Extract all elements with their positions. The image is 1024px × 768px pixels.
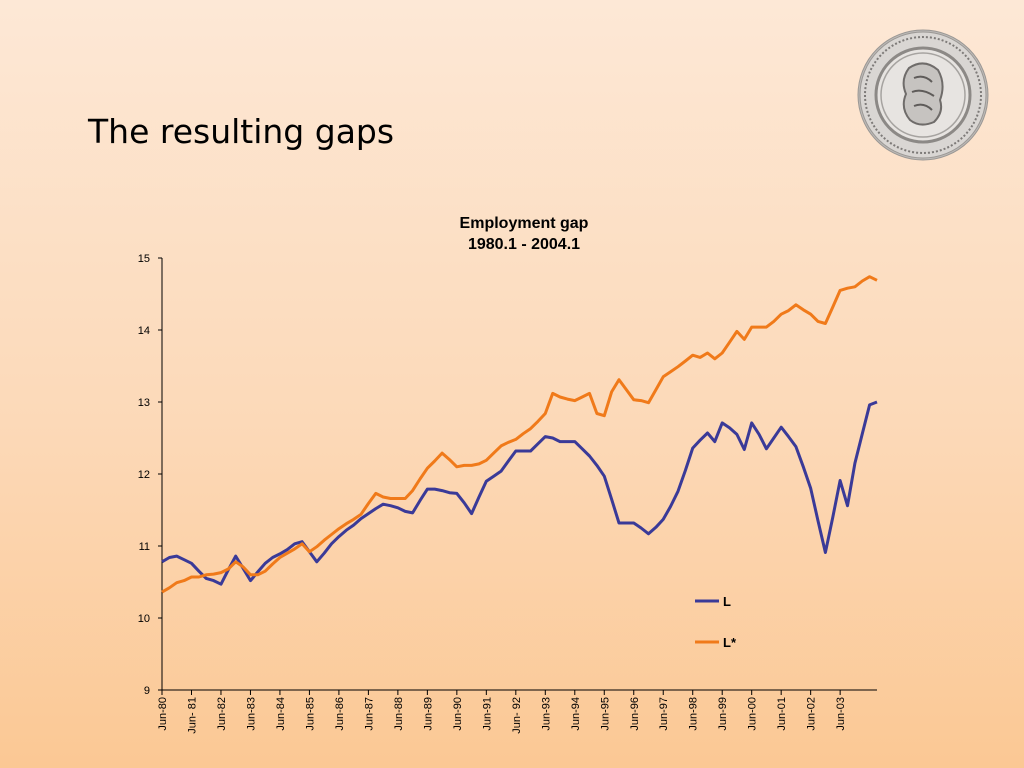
x-tick-label: Jun-85 (304, 697, 316, 731)
y-tick-label: 14 (138, 325, 150, 337)
chart-subtitle: 1980.1 - 2004.1 (467, 236, 581, 253)
series-line-l-star (161, 275, 878, 594)
x-tick-label: Jun-95 (599, 697, 611, 731)
x-tick-label: Jun-00 (747, 697, 759, 731)
x-tick-label: Jun-94 (570, 697, 582, 731)
x-tick-label: Jun-89 (422, 697, 434, 731)
central-bank-seal-icon (857, 29, 989, 161)
x-tick-label: Jun- 92 (511, 697, 523, 734)
x-tick-label: Jun-90 (452, 697, 464, 731)
x-tick-label: Jun-98 (688, 697, 700, 731)
x-tick-label: Jun-99 (717, 697, 729, 731)
x-tick-label: Jun-02 (806, 697, 818, 731)
x-tick-label: Jun-88 (393, 697, 405, 731)
x-tick-label: Jun-96 (629, 697, 641, 731)
series-line-l (161, 400, 878, 586)
x-tick-label: Jun-01 (776, 697, 788, 731)
y-tick-label: 11 (139, 541, 150, 553)
legend-label: L (723, 594, 731, 609)
y-tick-label: 12 (138, 469, 150, 481)
y-tick-label: 9 (144, 685, 150, 697)
x-tick-label: Jun-03 (835, 697, 847, 731)
x-tick-label: Jun-83 (245, 697, 257, 731)
x-tick-label: Jun-91 (481, 697, 493, 731)
x-tick-label: Jun-86 (334, 697, 346, 731)
x-tick-label: Jun-87 (363, 697, 375, 731)
y-tick-label: 10 (138, 613, 150, 625)
legend-label: L* (723, 635, 737, 650)
y-tick-label: 15 (138, 253, 150, 265)
chart-title-block: Employment gap 1980.1 - 2004.1 (374, 213, 674, 255)
x-tick-label: Jun-80 (157, 697, 169, 731)
x-tick-label: Jun-82 (216, 697, 228, 731)
slide-title: The resulting gaps (88, 112, 395, 151)
x-tick-label: Jun-93 (540, 697, 552, 731)
x-tick-label: Jun-97 (658, 697, 670, 731)
x-tick-label: Jun- 81 (186, 697, 198, 734)
y-tick-label: 13 (138, 397, 150, 409)
chart-title: Employment gap (459, 215, 589, 232)
x-tick-label: Jun-84 (275, 697, 287, 731)
